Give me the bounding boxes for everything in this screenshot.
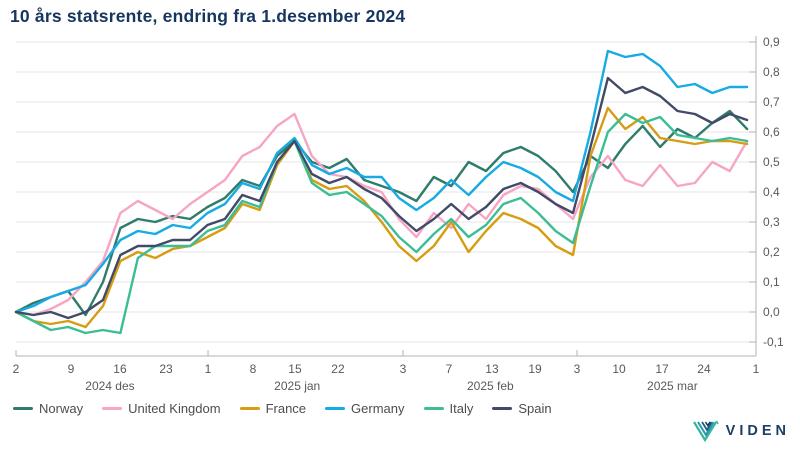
- legend-swatch: [325, 406, 346, 411]
- legend-label: Spain: [518, 401, 552, 416]
- x-month-label: 2025 jan: [274, 379, 320, 393]
- series-line-france[interactable]: [14, 106, 749, 329]
- series-line-spain[interactable]: [14, 76, 749, 320]
- series-line-united-kingdom[interactable]: [14, 112, 749, 317]
- x-tick-label: 9: [68, 362, 75, 376]
- x-tick-label: 15: [288, 362, 302, 376]
- x-month-label: 2025 feb: [467, 379, 514, 393]
- chart-title: 10 års statsrente, endring fra 1.desembe…: [10, 6, 406, 26]
- legend-item-italy[interactable]: Italy: [423, 401, 474, 416]
- legend-swatch: [102, 406, 123, 411]
- y-axis-label: 0,2: [763, 245, 780, 259]
- y-axis-label: 0,0: [763, 305, 780, 319]
- x-tick-label: 13: [485, 362, 499, 376]
- y-axis-label: 0,1: [763, 275, 780, 289]
- series-line-norway[interactable]: [14, 109, 749, 317]
- viden-logo-text: VIDEN: [725, 423, 790, 439]
- x-tick-label: 19: [528, 362, 542, 376]
- y-axis-label: 0,4: [763, 185, 780, 199]
- viden-logo: VIDEN: [692, 419, 790, 443]
- legend-swatch: [492, 406, 513, 411]
- x-tick-label: 17: [655, 362, 669, 376]
- x-tick-label: 3: [574, 362, 581, 376]
- x-tick-label: 23: [159, 362, 173, 376]
- chart-legend: Norway United Kingdom France Germany Italy Sp…: [13, 401, 552, 416]
- legend-label: France: [265, 401, 307, 416]
- legend-label: Norway: [39, 401, 84, 416]
- x-tick-label: 16: [113, 362, 127, 376]
- x-tick-label: 2: [13, 362, 20, 376]
- viden-logo-icon: [692, 420, 719, 443]
- legend-item-spain[interactable]: Spain: [492, 401, 552, 416]
- legend-swatch: [13, 406, 33, 411]
- series-line-germany[interactable]: [14, 49, 749, 314]
- x-tick-label: 7: [446, 362, 453, 376]
- y-axis-label: 0,5: [763, 155, 780, 169]
- x-month-label: 2024 des: [85, 379, 134, 393]
- legend-item-germany[interactable]: Germany: [325, 401, 405, 416]
- series-line-italy[interactable]: [14, 112, 749, 335]
- x-tick-label: 1: [753, 362, 760, 376]
- legend-item-united-kingdom[interactable]: United Kingdom: [102, 401, 221, 416]
- y-axis-label: 0,6: [763, 125, 780, 139]
- legend-swatch: [239, 406, 260, 411]
- x-month-label: 2025 mar: [647, 379, 698, 393]
- legend-swatch: [423, 406, 444, 411]
- x-tick-label: 8: [250, 362, 257, 376]
- y-axis-label: 0,8: [763, 65, 780, 79]
- x-tick-label: 22: [331, 362, 345, 376]
- legend-item-norway[interactable]: Norway: [13, 401, 83, 416]
- y-axis-label: -0,1: [763, 335, 784, 349]
- x-tick-label: 24: [697, 362, 711, 376]
- legend-label: Italy: [449, 401, 474, 416]
- x-tick-label: 3: [400, 362, 407, 376]
- legend-label: Germany: [351, 401, 405, 416]
- x-tick-label: 1: [205, 362, 212, 376]
- y-axis-label: 0,7: [763, 95, 780, 109]
- y-axis-label: 0,3: [763, 215, 780, 229]
- x-tick-label: 10: [612, 362, 626, 376]
- legend-label: United Kingdom: [128, 401, 221, 416]
- legend-item-france[interactable]: France: [239, 401, 307, 416]
- y-axis-label: 0,9: [763, 35, 780, 49]
